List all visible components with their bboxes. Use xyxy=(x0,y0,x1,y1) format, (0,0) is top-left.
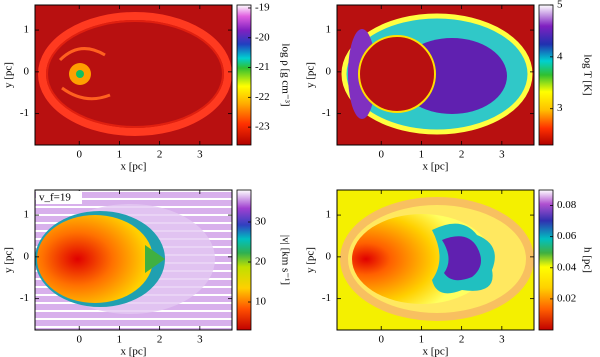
plot-frame xyxy=(34,4,233,146)
flow xyxy=(37,215,153,303)
y-tick-label: -1 xyxy=(322,292,331,304)
colorbar-tick-label: 0.08 xyxy=(557,199,577,211)
annotation: v_f=19 xyxy=(39,192,71,204)
shell xyxy=(38,12,232,136)
plot-frame xyxy=(34,189,233,331)
colorbar xyxy=(236,189,252,331)
y-tick-label: 0 xyxy=(326,250,332,262)
x-tick-label: 0 xyxy=(76,334,82,346)
y-tick-label: 1 xyxy=(326,24,332,36)
plot-frame xyxy=(336,4,535,146)
star xyxy=(76,70,84,78)
y-tick-label: 0 xyxy=(24,250,30,262)
x-tick-label: 2 xyxy=(157,149,163,161)
x-tick-label: 3 xyxy=(197,334,203,346)
colorbar-tick-label: 3 xyxy=(557,102,563,114)
colorbar-tick-label: -19 xyxy=(255,2,270,14)
map-background xyxy=(35,5,232,145)
colorbar-tick-label: 20 xyxy=(255,256,267,268)
cavity xyxy=(358,35,436,113)
cold-core xyxy=(442,236,481,281)
x-tick-label: 1 xyxy=(419,149,425,161)
y-axis-label: y [pc] xyxy=(305,62,317,88)
y-tick-label: -1 xyxy=(20,292,29,304)
colorbar xyxy=(538,4,554,146)
x-tick-label: 3 xyxy=(499,334,505,346)
filaments xyxy=(58,47,111,101)
x-tick-label: 1 xyxy=(117,334,123,346)
colorbar-tick-label: -20 xyxy=(255,31,270,43)
colorbar xyxy=(236,4,252,146)
y-tick-label: -1 xyxy=(322,107,331,119)
x-axis-label: x [pc] xyxy=(423,346,449,357)
x-tick-label: 0 xyxy=(378,149,384,161)
colorbar-tick-label: 0.06 xyxy=(557,230,577,242)
colorbar-tick-label: 4 xyxy=(557,50,563,62)
x-tick-label: 2 xyxy=(459,149,465,161)
x-axis-label: x [pc] xyxy=(423,161,449,173)
x-axis-label: x [pc] xyxy=(121,161,147,173)
x-axis-label: x [pc] xyxy=(121,346,147,357)
y-axis-label: y [pc] xyxy=(3,62,15,88)
flow-tip xyxy=(145,245,165,273)
colorbar-label: log T [K] xyxy=(581,54,593,95)
x-tick-label: 1 xyxy=(117,149,123,161)
y-tick-label: 0 xyxy=(24,65,30,77)
colorbar xyxy=(538,189,554,331)
colorbar-label: |v| [km s⁻¹] xyxy=(279,235,291,285)
y-tick-label: 1 xyxy=(24,24,30,36)
colorbar-tick-label: 30 xyxy=(255,216,267,228)
annotation-box xyxy=(36,191,82,204)
colorbar-tick-label: -21 xyxy=(255,61,270,73)
x-tick-label: 3 xyxy=(197,149,203,161)
y-axis-label: y [pc] xyxy=(3,247,15,273)
y-tick-label: 1 xyxy=(24,209,30,221)
colorbar-label: log ρ [g cm⁻³] xyxy=(279,43,291,106)
x-tick-label: 3 xyxy=(499,149,505,161)
x-tick-label: 0 xyxy=(76,149,82,161)
x-tick-label: 1 xyxy=(419,334,425,346)
y-tick-label: -1 xyxy=(20,107,29,119)
colorbar-label: h [pc] xyxy=(581,247,593,273)
y-axis-label: y [pc] xyxy=(305,247,317,273)
shell-inner xyxy=(46,20,224,128)
colorbar-tick-label: 0.04 xyxy=(557,261,577,273)
colorbar-tick-label: 10 xyxy=(255,296,267,308)
x-tick-label: 0 xyxy=(378,334,384,346)
colorbar-tick-label: 0.02 xyxy=(557,292,576,304)
y-tick-label: 0 xyxy=(326,65,332,77)
y-tick-label: 1 xyxy=(326,209,332,221)
x-tick-label: 2 xyxy=(459,334,465,346)
colorbar-tick-label: -22 xyxy=(255,91,270,103)
plot-frame xyxy=(336,189,535,331)
colorbar-tick-label: -23 xyxy=(255,121,270,133)
colorbar-tick-label: 5 xyxy=(557,0,563,11)
x-tick-label: 2 xyxy=(157,334,163,346)
